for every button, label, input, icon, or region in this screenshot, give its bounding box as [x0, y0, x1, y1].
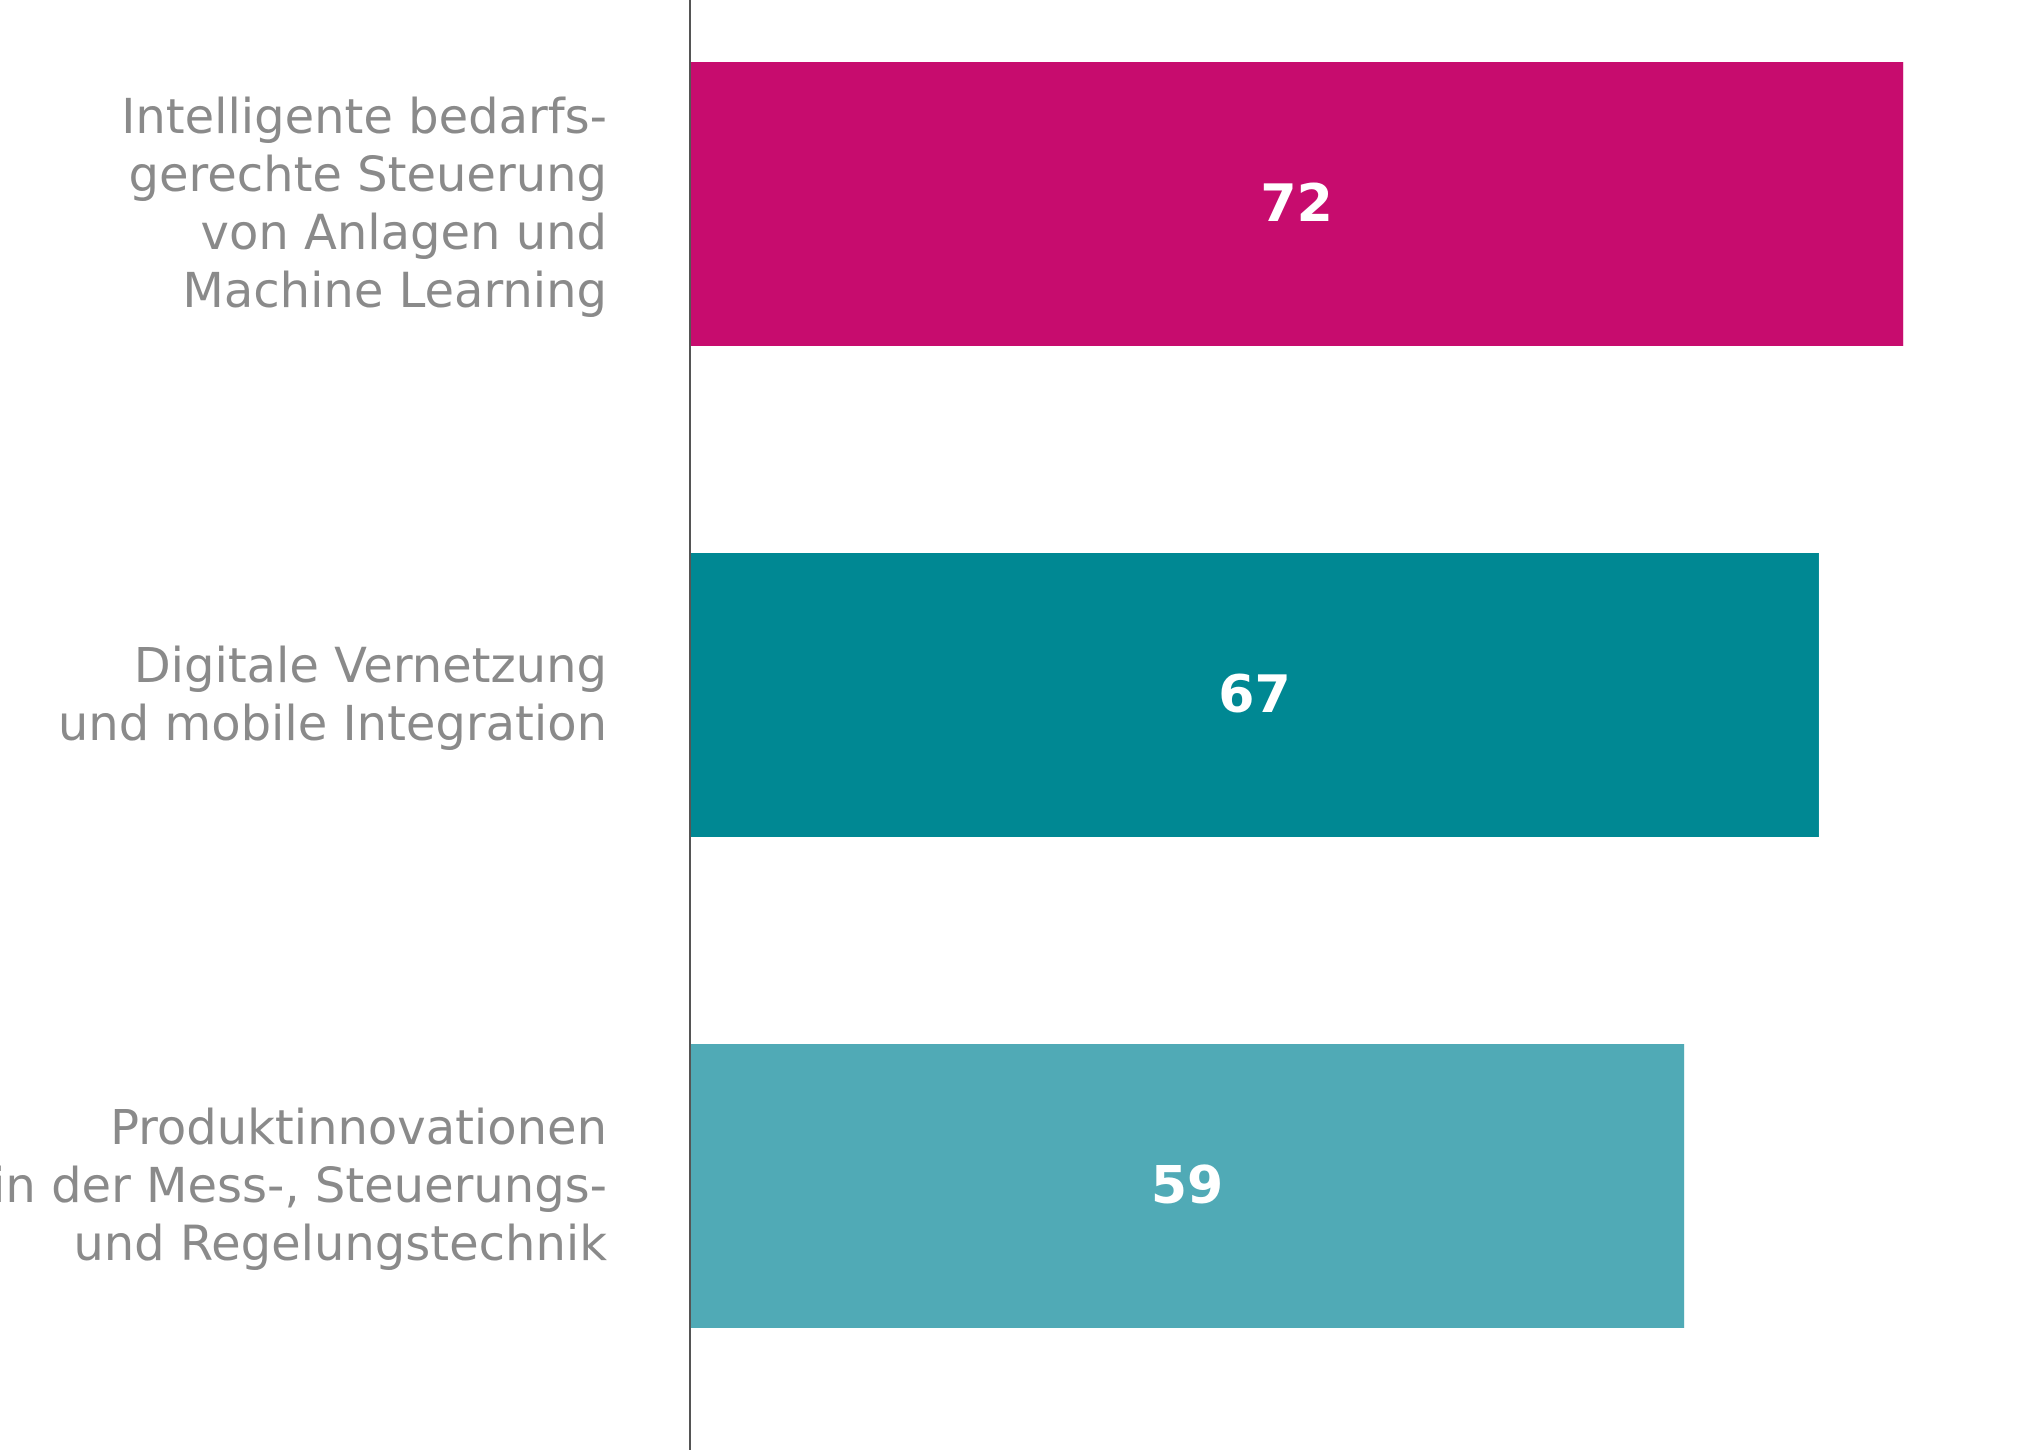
category-label-3-line-2: in der Mess-, Steuerungs- — [0, 1158, 607, 1214]
bars-layer — [690, 62, 1904, 1328]
category-label-1-line-3: von Anlagen und — [201, 205, 607, 261]
category-label-3: Produktinnovationen in der Mess-, Steueru… — [0, 1100, 607, 1272]
category-label-1: Intelligente bedarfs-gerechte Steuerung v… — [121, 89, 607, 319]
category-label-1-line-4: Machine Learning — [182, 263, 607, 319]
bar-value-label-2: 67 — [1218, 665, 1290, 725]
category-label-3-line-3: und Regelungstechnik — [73, 1216, 607, 1272]
bar-3 — [690, 1044, 1685, 1328]
bar-2 — [690, 553, 1819, 837]
category-labels-layer: Intelligente bedarfs-gerechte Steuerung v… — [0, 89, 607, 1272]
category-label-2-line-2: und mobile Integration — [58, 696, 607, 752]
bar-1 — [690, 62, 1904, 346]
bar-value-label-3: 59 — [1151, 1156, 1223, 1216]
category-label-2-line-1: Digitale Vernetzung — [134, 638, 607, 694]
category-label-2: Digitale Vernetzung und mobile Integratio… — [58, 638, 607, 752]
bar-value-label-1: 72 — [1260, 174, 1332, 234]
value-labels-layer: 72 67 59 — [1151, 174, 1333, 1216]
category-label-1-line-1: Intelligente bedarfs- — [121, 89, 607, 145]
category-label-3-line-1: Produktinnovationen — [110, 1100, 607, 1156]
category-label-1-line-2: gerechte Steuerung — [129, 147, 607, 203]
